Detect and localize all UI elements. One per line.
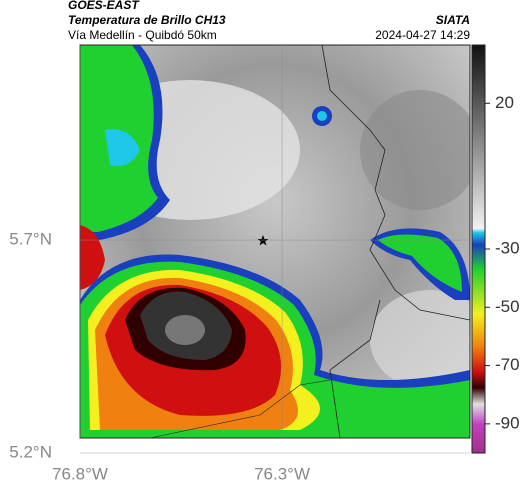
- y-tick-label: 5.7°N: [9, 230, 52, 249]
- title: Temperatura de Brillo CH13: [68, 13, 226, 27]
- colorbar-tick-label: -90: [495, 413, 520, 432]
- colorbar: [471, 44, 486, 454]
- agency: SIATA: [436, 13, 470, 27]
- route: Vía Medellín - Quibdó 50km: [68, 28, 217, 42]
- datetime: 2024-04-27 14:29: [375, 28, 470, 42]
- satellite-image: [80, 45, 470, 438]
- x-tick-label: 76.8°W: [52, 464, 108, 483]
- colorbar-tick-label: 20: [495, 93, 514, 112]
- colorbar-tick-label: -50: [495, 297, 520, 316]
- x-tick-label: 76.3°W: [254, 464, 310, 483]
- colorbar-tick-label: -70: [495, 355, 520, 374]
- y-tick-label: 5.2°N: [9, 442, 52, 461]
- colorbar-tick-label: -30: [495, 238, 520, 257]
- source: GOES-EAST: [68, 0, 140, 12]
